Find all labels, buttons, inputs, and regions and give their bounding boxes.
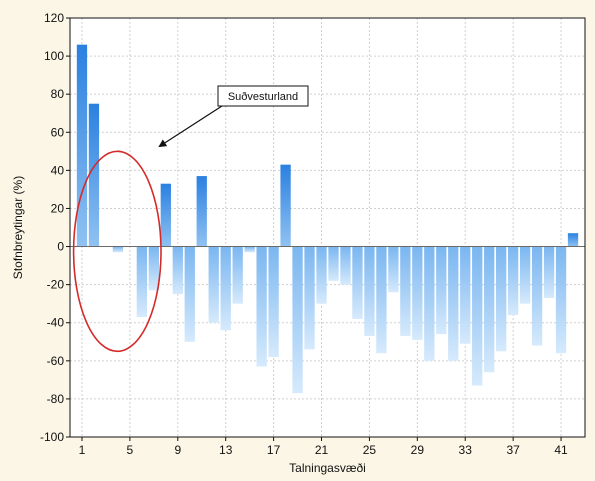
y-tick-label: -100	[40, 430, 64, 444]
bar	[364, 246, 375, 337]
annotation-box	[217, 85, 309, 107]
bar	[567, 233, 579, 247]
bar	[244, 246, 255, 253]
bar	[148, 246, 159, 291]
bar	[388, 246, 399, 293]
x-tick-label: 5	[127, 443, 134, 457]
y-tick-label: -60	[47, 354, 65, 368]
bar	[208, 246, 219, 323]
bar	[268, 246, 279, 358]
bar	[220, 246, 231, 331]
bar	[172, 246, 183, 295]
y-tick-label: 120	[44, 11, 64, 25]
y-axis-title: Stofnbreytingar (%)	[11, 176, 25, 279]
y-tick-label: -20	[47, 278, 65, 292]
bar	[507, 246, 519, 316]
bar	[496, 246, 507, 352]
x-tick-label: 37	[506, 443, 520, 457]
bar	[232, 246, 243, 304]
bar	[460, 246, 471, 344]
y-tick-label: 100	[44, 49, 64, 63]
bar	[424, 246, 435, 361]
y-tick-label: -80	[47, 392, 65, 406]
x-tick-label: 41	[554, 443, 568, 457]
bar	[196, 176, 207, 247]
x-tick-label: 25	[363, 443, 377, 457]
x-tick-label: 1	[79, 443, 86, 457]
bar	[160, 183, 171, 247]
bar	[316, 246, 327, 304]
highlight-ellipse	[72, 150, 162, 353]
bar	[328, 246, 339, 281]
plot-frame	[69, 17, 586, 438]
bar	[76, 44, 88, 247]
plot-area	[70, 18, 585, 437]
y-tick-label: 80	[51, 87, 65, 101]
bar	[136, 246, 148, 318]
bar	[376, 246, 387, 354]
bar	[436, 246, 447, 335]
bar	[304, 246, 315, 350]
bar	[112, 246, 124, 253]
bar	[555, 246, 567, 354]
bar	[280, 164, 291, 247]
x-tick-label: 33	[459, 443, 473, 457]
x-tick-label: 21	[315, 443, 329, 457]
x-tick-label: 9	[174, 443, 181, 457]
bar	[472, 246, 483, 386]
y-tick-label: 60	[51, 125, 65, 139]
y-tick-label: 20	[51, 201, 65, 215]
bar	[352, 246, 363, 319]
bar	[292, 246, 303, 394]
x-axis-ticks: 1 5 9 13 17 21 25 29 33 37 41	[79, 437, 568, 457]
y-axis-ticks: -100 -80 -60 -40 -20 0 20 40 60 80 100 120	[40, 11, 70, 444]
annotation-arrow	[158, 105, 223, 148]
bar	[519, 246, 531, 304]
bar	[256, 246, 267, 367]
x-tick-label: 13	[219, 443, 233, 457]
x-tick-label: 29	[411, 443, 425, 457]
bar	[484, 246, 495, 373]
bars	[76, 44, 579, 394]
x-axis-title: Talningasvæði	[289, 461, 366, 475]
annotation-label: Suðvesturland	[228, 91, 298, 103]
x-tick-label: 17	[267, 443, 281, 457]
bar	[412, 246, 423, 340]
y-tick-label: 40	[51, 163, 65, 177]
bar	[531, 246, 543, 346]
bar	[184, 246, 195, 342]
bar	[88, 103, 100, 247]
bar	[543, 246, 555, 298]
y-tick-label: -40	[47, 316, 65, 330]
bar	[448, 246, 459, 361]
y-tick-label: 0	[57, 240, 64, 254]
bar	[340, 246, 351, 285]
bar	[400, 246, 411, 337]
annotations: Suðvesturland	[72, 85, 309, 353]
